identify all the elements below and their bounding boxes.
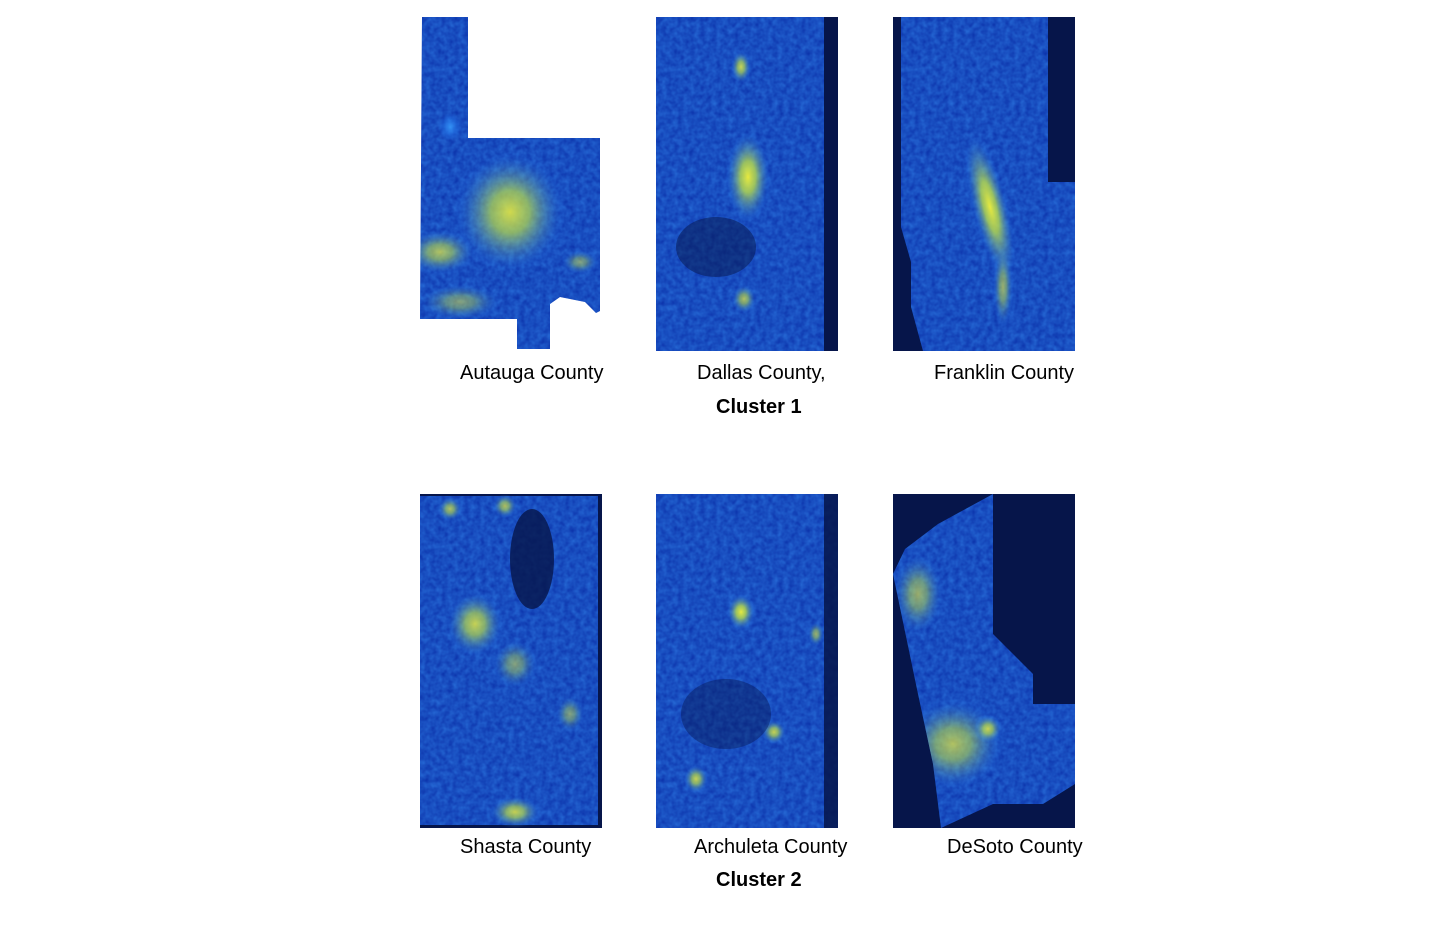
shasta-county-map: [420, 494, 602, 828]
dallas-county-map: [656, 17, 838, 351]
county-label: Archuleta County: [694, 836, 848, 858]
county-label: Franklin County: [934, 362, 1075, 384]
cluster-title: Cluster 2: [716, 869, 802, 891]
county-label: Autauga County: [460, 362, 604, 384]
archuleta-county-map: [656, 494, 838, 828]
cluster-title: Cluster 1: [716, 396, 802, 418]
autauga-county-map: [420, 17, 602, 351]
county-label: DeSoto County: [947, 836, 1083, 858]
franklin-county-map: [893, 17, 1075, 351]
desoto-county-map: [893, 494, 1075, 828]
county-label: Shasta County: [460, 836, 592, 858]
county-label: Dallas County,: [697, 362, 826, 384]
